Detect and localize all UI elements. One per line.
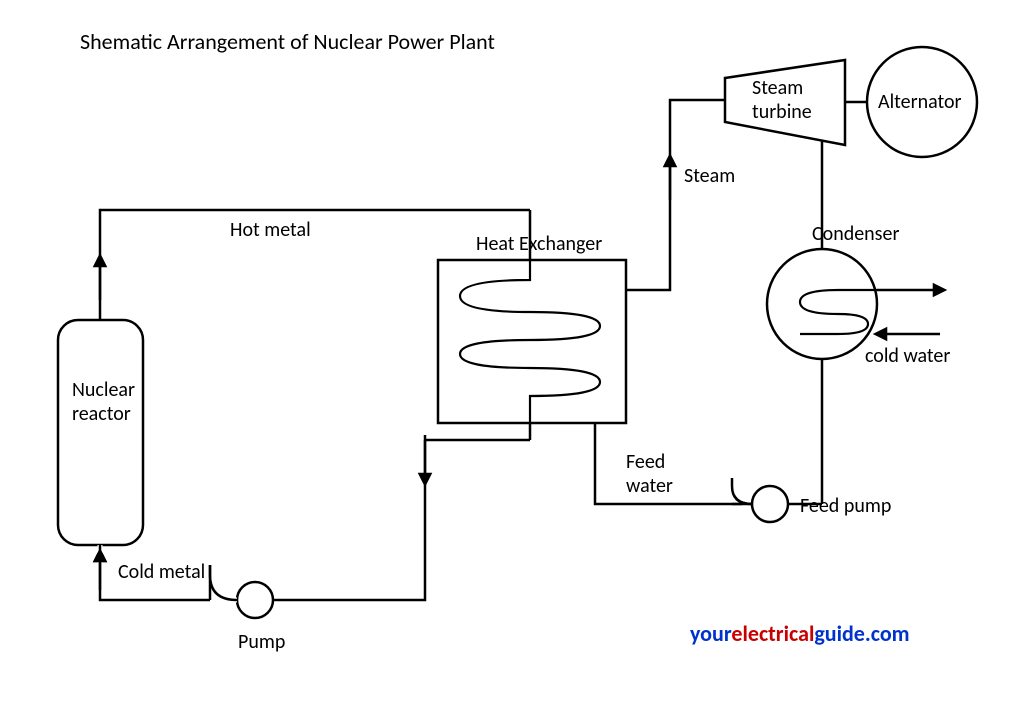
condenser-node: [767, 249, 877, 359]
alternator-label: Alternator: [878, 90, 962, 114]
heat-exchanger-node: [438, 260, 626, 423]
watermark: yourelectricalguide.com: [690, 620, 910, 647]
nuclear-reactor-node: [58, 320, 143, 545]
steam-turbine-label: Steam turbine: [752, 76, 812, 124]
condenser-label: Condenser: [812, 222, 899, 246]
watermark-part-1: your: [690, 620, 731, 647]
diagram-title: Shematic Arrangement of Nuclear Power Pl…: [80, 28, 495, 55]
steam-label: Steam: [684, 164, 735, 188]
feed-pump-label: Feed pump: [800, 494, 891, 518]
cold-water-label: cold water: [865, 344, 950, 368]
diagram-canvas: Shematic Arrangement of Nuclear Power Pl…: [0, 0, 1011, 702]
pump-node: [218, 560, 305, 618]
nuclear-reactor-label: Nuclear reactor: [72, 378, 135, 426]
diagram-svg: [0, 0, 1011, 702]
feed-water-label: Feed water: [626, 450, 673, 498]
hot-metal-label: Hot metal: [230, 218, 311, 242]
pump-label: Pump: [238, 630, 285, 654]
cold-metal-label: Cold metal: [118, 560, 205, 584]
heat-exchanger-label: Heat Exchanger: [476, 232, 602, 256]
watermark-part-3: guide.com: [814, 620, 909, 647]
watermark-part-2: electrical: [731, 620, 814, 647]
